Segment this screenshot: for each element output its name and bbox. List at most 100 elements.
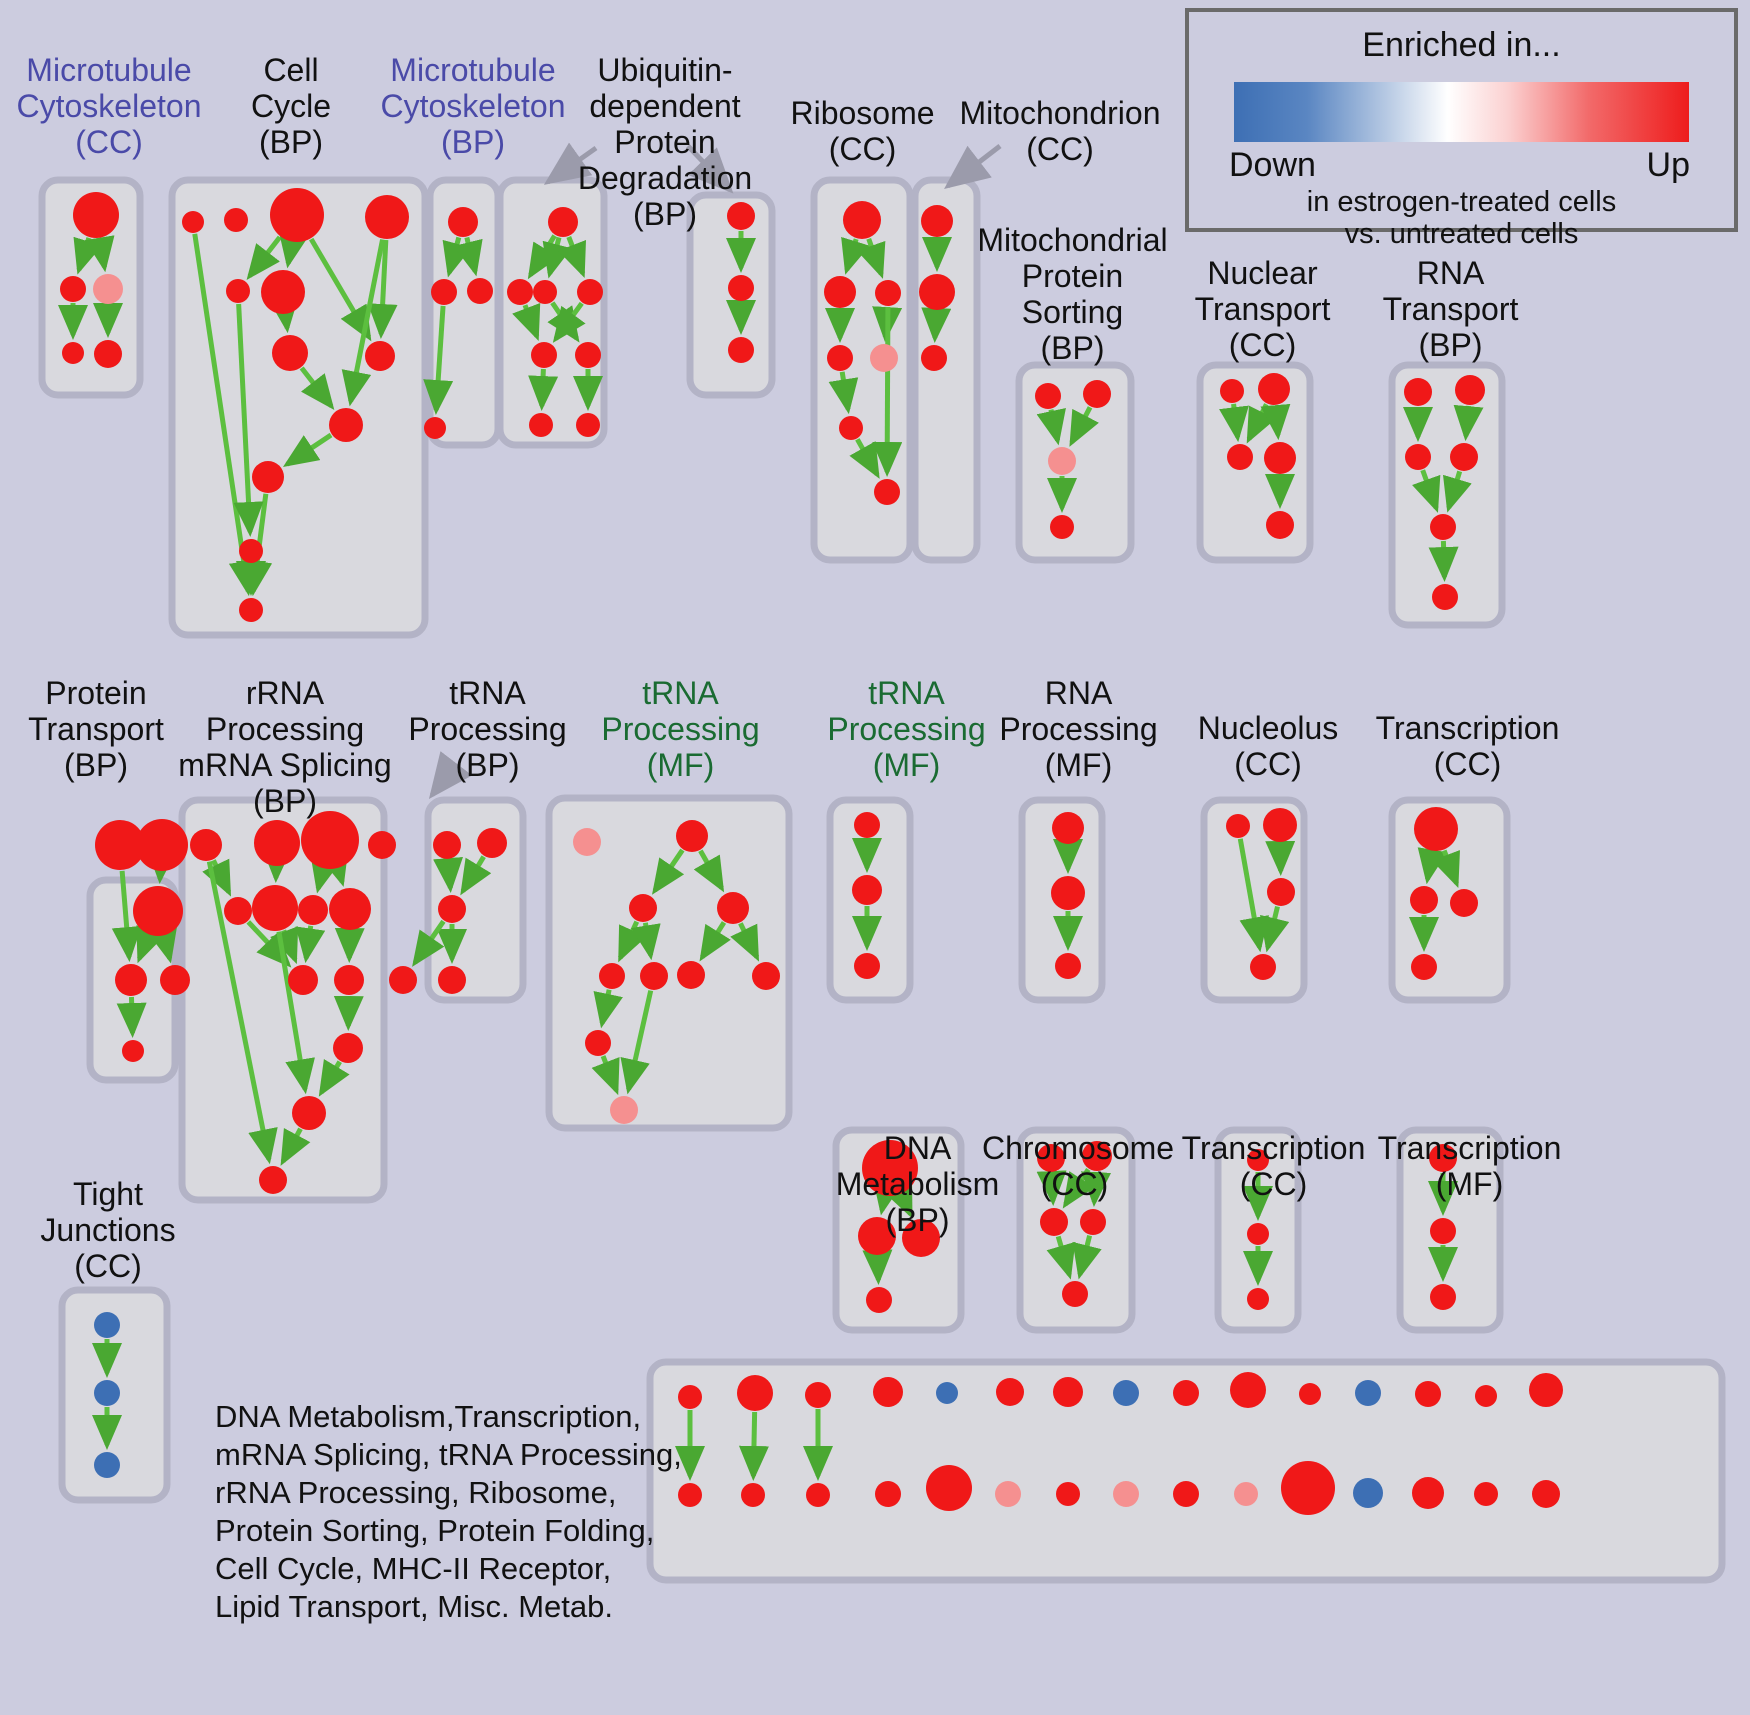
graph-node[interactable] xyxy=(431,279,457,305)
graph-node[interactable] xyxy=(424,417,446,439)
graph-node[interactable] xyxy=(1173,1481,1199,1507)
graph-node[interactable] xyxy=(329,408,363,442)
graph-node[interactable] xyxy=(677,961,705,989)
graph-node[interactable] xyxy=(728,275,754,301)
graph-node[interactable] xyxy=(1281,1461,1335,1515)
graph-node[interactable] xyxy=(1052,812,1084,844)
graph-node[interactable] xyxy=(1048,447,1076,475)
graph-node[interactable] xyxy=(438,895,466,923)
graph-node[interactable] xyxy=(122,1040,144,1062)
graph-node[interactable] xyxy=(93,274,123,304)
graph-node[interactable] xyxy=(843,201,881,239)
graph-node[interactable] xyxy=(1226,814,1250,838)
graph-node[interactable] xyxy=(333,1033,363,1063)
graph-node[interactable] xyxy=(577,279,603,305)
graph-node[interactable] xyxy=(1035,383,1061,409)
graph-node[interactable] xyxy=(1529,1373,1563,1407)
graph-node[interactable] xyxy=(926,1465,972,1511)
graph-node[interactable] xyxy=(1430,1218,1456,1244)
graph-node[interactable] xyxy=(854,812,880,838)
graph-node[interactable] xyxy=(190,829,222,861)
graph-node[interactable] xyxy=(389,966,417,994)
graph-node[interactable] xyxy=(852,875,882,905)
graph-node[interactable] xyxy=(1258,373,1290,405)
graph-node[interactable] xyxy=(1247,1288,1269,1310)
graph-node[interactable] xyxy=(288,965,318,995)
graph-node[interactable] xyxy=(94,1312,120,1338)
graph-node[interactable] xyxy=(1050,515,1074,539)
graph-node[interactable] xyxy=(599,963,625,989)
graph-node[interactable] xyxy=(1220,379,1244,403)
graph-node[interactable] xyxy=(1051,876,1085,910)
graph-node[interactable] xyxy=(573,828,601,856)
graph-node[interactable] xyxy=(160,965,190,995)
graph-node[interactable] xyxy=(252,885,298,931)
graph-node[interactable] xyxy=(477,828,507,858)
graph-node[interactable] xyxy=(870,344,898,372)
graph-node[interactable] xyxy=(133,886,183,936)
graph-node[interactable] xyxy=(919,274,955,310)
graph-node[interactable] xyxy=(1411,954,1437,980)
graph-node[interactable] xyxy=(1299,1383,1321,1405)
graph-node[interactable] xyxy=(62,342,84,364)
graph-node[interactable] xyxy=(1062,1281,1088,1307)
graph-node[interactable] xyxy=(1450,889,1478,917)
graph-node[interactable] xyxy=(610,1096,638,1124)
graph-node[interactable] xyxy=(676,820,708,852)
graph-node[interactable] xyxy=(270,188,324,242)
graph-node[interactable] xyxy=(1230,1372,1266,1408)
graph-node[interactable] xyxy=(94,340,122,368)
graph-node[interactable] xyxy=(1450,443,1478,471)
graph-node[interactable] xyxy=(1415,1381,1441,1407)
graph-node[interactable] xyxy=(1247,1223,1269,1245)
graph-node[interactable] xyxy=(1056,1482,1080,1506)
graph-node[interactable] xyxy=(95,820,145,870)
graph-node[interactable] xyxy=(1083,380,1111,408)
graph-node[interactable] xyxy=(1266,511,1294,539)
graph-node[interactable] xyxy=(292,1096,326,1130)
graph-node[interactable] xyxy=(94,1380,120,1406)
graph-node[interactable] xyxy=(252,461,284,493)
graph-node[interactable] xyxy=(1432,584,1458,610)
graph-node[interactable] xyxy=(1113,1481,1139,1507)
graph-node[interactable] xyxy=(1475,1385,1497,1407)
graph-node[interactable] xyxy=(1355,1380,1381,1406)
graph-node[interactable] xyxy=(365,341,395,371)
graph-node[interactable] xyxy=(1404,378,1432,406)
graph-node[interactable] xyxy=(995,1481,1021,1507)
graph-node[interactable] xyxy=(239,598,263,622)
graph-node[interactable] xyxy=(329,888,371,930)
graph-node[interactable] xyxy=(839,416,863,440)
graph-node[interactable] xyxy=(1414,807,1458,851)
graph-node[interactable] xyxy=(365,195,409,239)
graph-node[interactable] xyxy=(467,278,493,304)
graph-node[interactable] xyxy=(640,962,668,990)
graph-node[interactable] xyxy=(866,1287,892,1313)
graph-node[interactable] xyxy=(585,1030,611,1056)
graph-node[interactable] xyxy=(1113,1380,1139,1406)
graph-node[interactable] xyxy=(854,953,880,979)
graph-node[interactable] xyxy=(1412,1477,1444,1509)
graph-node[interactable] xyxy=(741,1483,765,1507)
graph-node[interactable] xyxy=(298,895,328,925)
graph-node[interactable] xyxy=(448,207,478,237)
graph-node[interactable] xyxy=(533,280,557,304)
graph-node[interactable] xyxy=(1053,1377,1083,1407)
graph-node[interactable] xyxy=(576,413,600,437)
graph-node[interactable] xyxy=(301,811,359,869)
graph-node[interactable] xyxy=(1430,1284,1456,1310)
graph-node[interactable] xyxy=(507,279,533,305)
graph-node[interactable] xyxy=(182,211,204,233)
graph-node[interactable] xyxy=(1267,878,1295,906)
graph-node[interactable] xyxy=(875,280,901,306)
graph-node[interactable] xyxy=(824,276,856,308)
graph-node[interactable] xyxy=(737,1375,773,1411)
graph-node[interactable] xyxy=(224,897,252,925)
graph-node[interactable] xyxy=(1250,954,1276,980)
graph-node[interactable] xyxy=(717,892,749,924)
graph-node[interactable] xyxy=(875,1481,901,1507)
graph-node[interactable] xyxy=(1353,1478,1383,1508)
graph-node[interactable] xyxy=(261,270,305,314)
graph-node[interactable] xyxy=(239,539,263,563)
graph-node[interactable] xyxy=(529,413,553,437)
